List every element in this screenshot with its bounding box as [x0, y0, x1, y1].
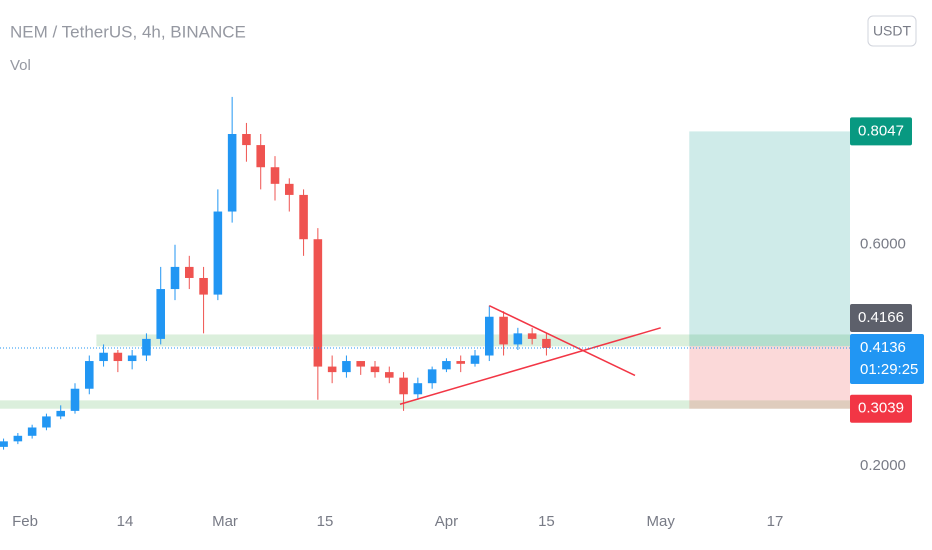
- x-tick-label: 17: [767, 513, 784, 530]
- candle-body: [285, 183, 294, 195]
- candle-body: [142, 338, 151, 356]
- candle-body: [156, 289, 165, 339]
- candle-body: [227, 134, 237, 212]
- x-tick-label: May: [647, 513, 676, 530]
- target-zone: [689, 131, 850, 347]
- stop-zone: [689, 346, 850, 409]
- countdown: 01:29:25: [860, 361, 918, 378]
- candle-body: [13, 435, 23, 442]
- candle-body: [70, 388, 80, 411]
- candle-body: [442, 361, 451, 370]
- candle-body: [242, 134, 251, 146]
- candle-body: [42, 416, 51, 428]
- entry-price-label-bg: [850, 303, 912, 332]
- last-price-bg: [850, 333, 924, 384]
- candle-body: [342, 361, 351, 373]
- candle-body: [399, 377, 408, 395]
- candle-body: [470, 355, 480, 364]
- candle-body: [27, 427, 37, 436]
- x-tick-label: 15: [538, 513, 555, 530]
- candle-body: [185, 266, 194, 278]
- x-tick-label: Mar: [212, 513, 238, 530]
- x-tick-label: Feb: [12, 513, 38, 530]
- x-tick-label: 14: [117, 513, 134, 530]
- candle-body: [170, 266, 180, 290]
- currency-button-label[interactable]: USDT: [873, 23, 912, 39]
- candle-body: [85, 361, 94, 389]
- candle-body: [499, 316, 508, 345]
- candle-body: [327, 366, 337, 373]
- currency-button[interactable]: [867, 15, 917, 47]
- entry-price-label: 0.4166: [858, 309, 904, 326]
- chart-title: NEM / TetherUS, 4h, BINANCE: [10, 22, 246, 41]
- target-price-label: 0.8047: [858, 122, 904, 139]
- candle-body: [199, 277, 208, 295]
- candle-body: [385, 372, 394, 378]
- last-price-label: 0.4136: [860, 339, 906, 356]
- trendline: [399, 327, 661, 405]
- candle-body: [542, 338, 551, 348]
- stop-price-label: 0.3039: [858, 400, 904, 417]
- candle-body: [213, 211, 223, 295]
- candle-body: [313, 239, 323, 367]
- candle-body: [299, 194, 308, 240]
- candle-body: [113, 352, 123, 362]
- candle-body: [413, 383, 423, 395]
- target-price-label-bg: [850, 117, 912, 146]
- candle-body: [256, 145, 265, 168]
- x-tick-label: 15: [317, 513, 334, 530]
- candle-body: [370, 366, 380, 373]
- candle-body: [456, 361, 465, 364]
- candle-body: [513, 333, 523, 345]
- candle-body: [527, 333, 537, 339]
- y-tick-label: 0.2000: [860, 457, 906, 474]
- candle-body: [270, 167, 280, 184]
- candle-body: [427, 369, 437, 384]
- candle-body: [0, 441, 8, 447]
- candle-body: [99, 352, 108, 362]
- trendline: [488, 304, 636, 377]
- volume-label: Vol: [10, 57, 31, 74]
- stop-price-label-bg: [850, 394, 912, 423]
- y-tick-label: 0.6000: [860, 236, 906, 253]
- x-tick-label: Apr: [435, 513, 458, 530]
- support-zone: [96, 334, 850, 347]
- plot: 0.2000 0.6000 Feb 14 Mar 15 Apr 15 May 17 0.8047 0.…: [0, 96, 924, 530]
- support-zone: [0, 400, 850, 409]
- candle-body: [127, 355, 137, 362]
- candle-body: [356, 361, 365, 367]
- candle-body: [56, 410, 65, 417]
- candle-body: [485, 316, 494, 356]
